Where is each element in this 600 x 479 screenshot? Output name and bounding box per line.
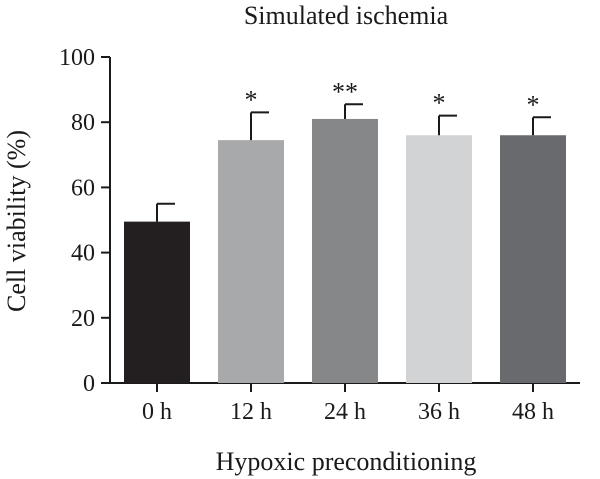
significance-marker: *: [527, 90, 540, 119]
y-tick-label: 20: [71, 306, 95, 332]
x-tick-label: 36 h: [418, 399, 460, 425]
x-tick-label: 24 h: [324, 399, 366, 425]
x-axis-label: Hypoxic preconditioning: [216, 447, 477, 476]
x-tick-label: 48 h: [512, 399, 554, 425]
y-axis-label: Cell viability (%): [2, 130, 31, 312]
y-tick-label: 80: [71, 110, 95, 136]
significance-marker: *: [433, 89, 446, 118]
bar: [124, 221, 190, 383]
bar: [312, 118, 378, 383]
y-tick-label: 0: [83, 371, 95, 397]
plot-area: 0 20 40 60 80 100 0 h 12 h * 24 h ** 36 h * 48 h *: [59, 45, 580, 425]
x-tick-label: 12 h: [230, 399, 272, 425]
x-tick-label: 0 h: [142, 399, 172, 425]
bar: [218, 140, 284, 383]
y-tick-label: 40: [71, 241, 95, 267]
bar: [406, 135, 472, 383]
chart-title: Simulated ischemia: [244, 1, 449, 30]
bar: [500, 135, 566, 383]
significance-marker: **: [332, 77, 358, 106]
y-tick-label: 100: [59, 45, 95, 71]
y-tick-label: 60: [71, 175, 95, 201]
significance-marker: *: [245, 85, 258, 114]
